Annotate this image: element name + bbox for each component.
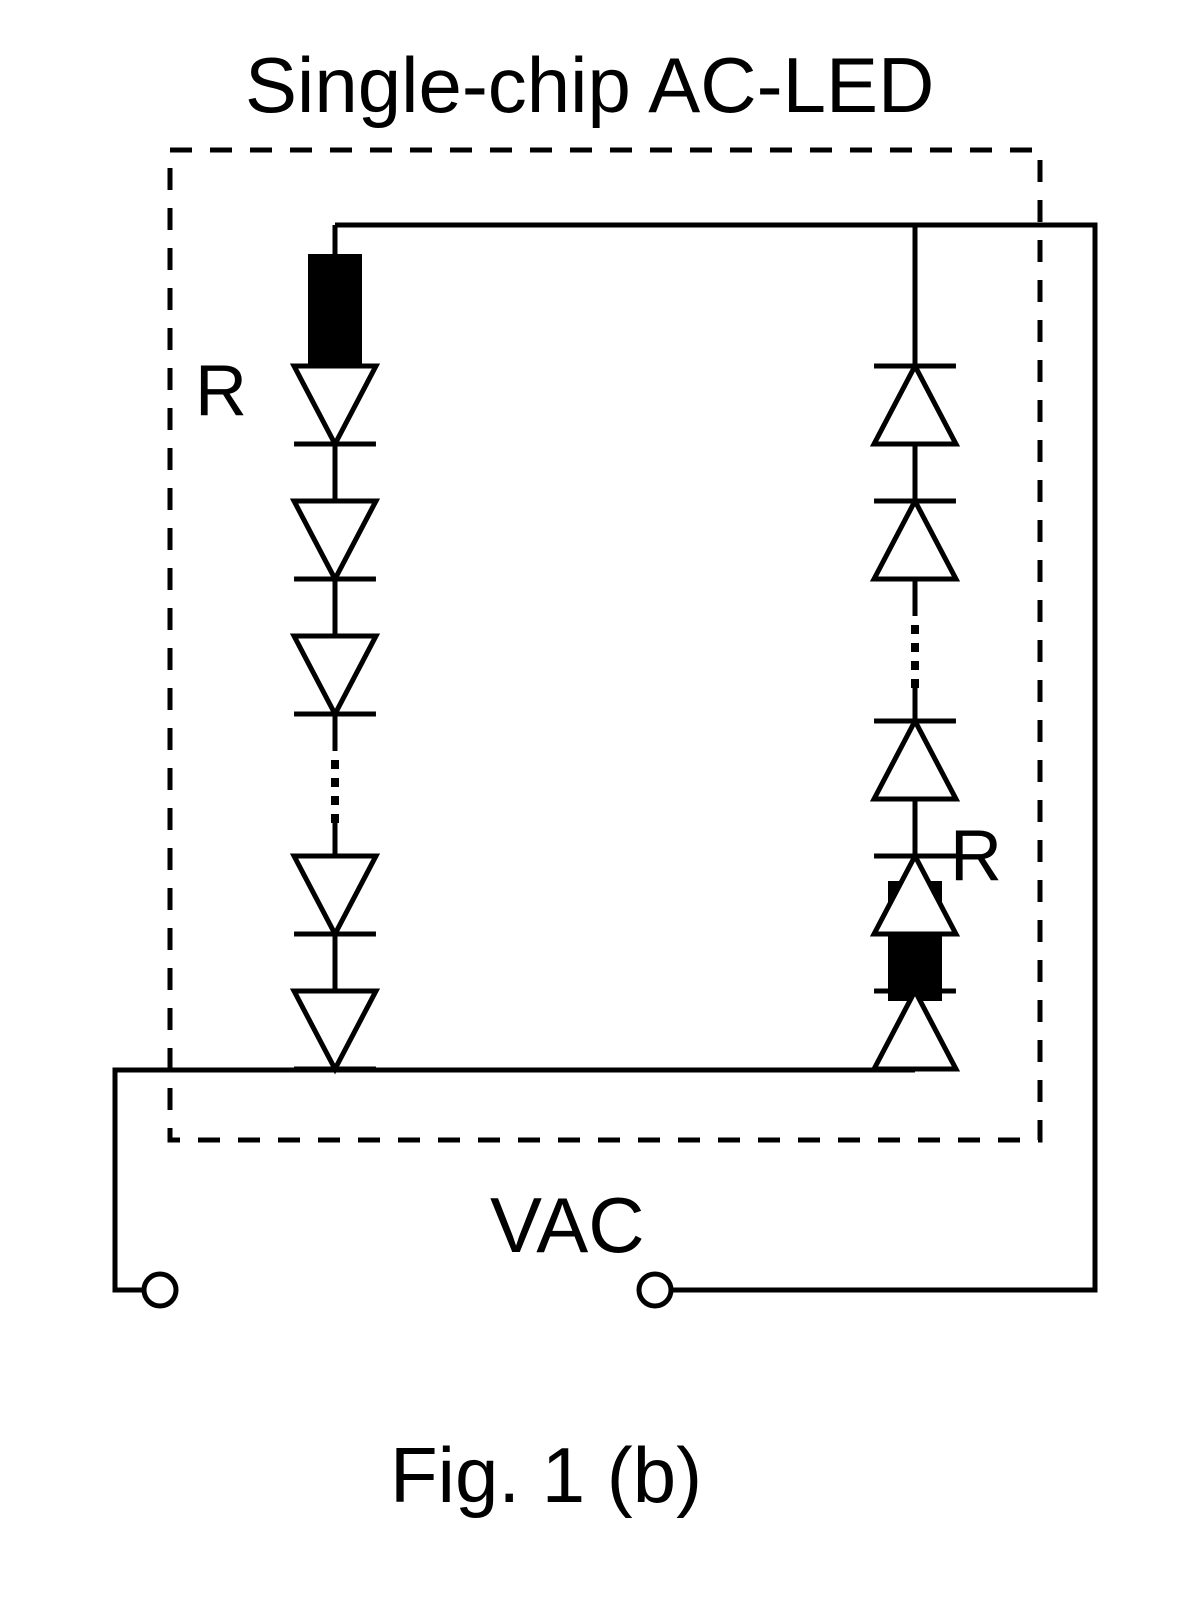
diagram-title: Single-chip AC-LED (245, 40, 934, 131)
circuit-canvas: Single-chip AC-LED R R VAC Fig. 1 (b) (0, 0, 1192, 1602)
resistor-label-top: R (195, 350, 247, 432)
resistor-label-bottom: R (950, 815, 1002, 897)
circuit-svg (0, 0, 1192, 1602)
figure-label: Fig. 1 (b) (390, 1430, 702, 1521)
vac-label: VAC (490, 1180, 645, 1271)
